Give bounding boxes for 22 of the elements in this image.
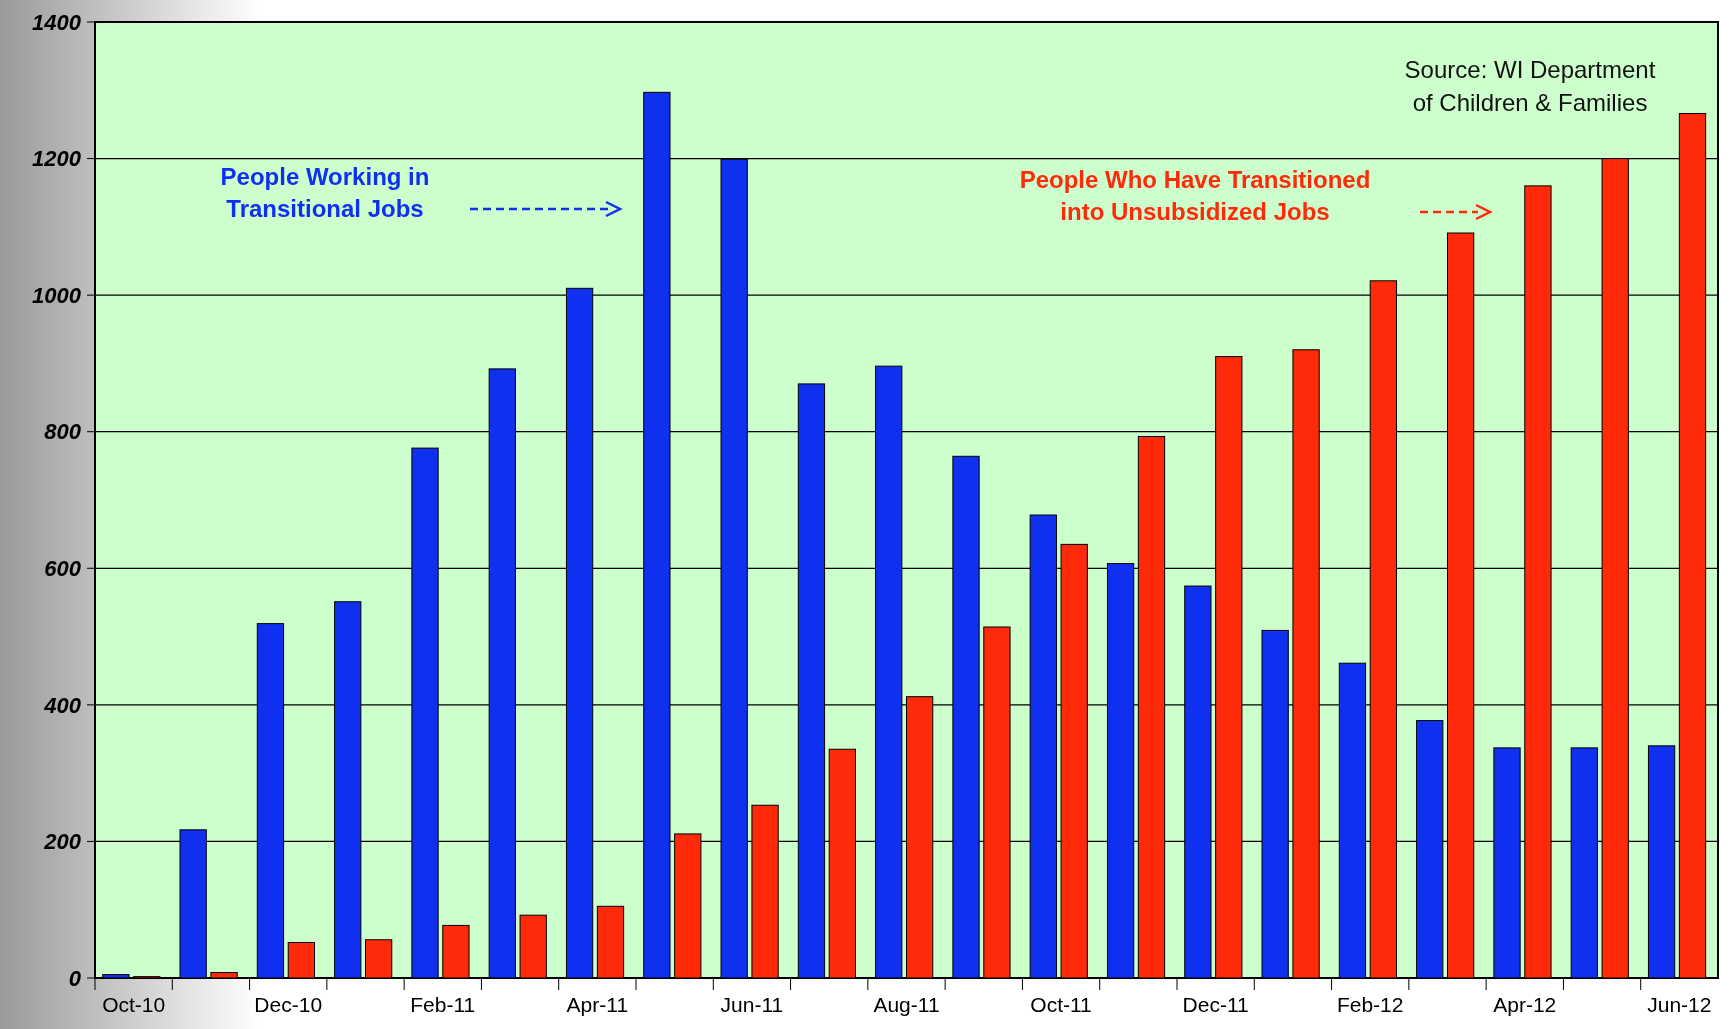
y-tick-label: 600	[44, 555, 82, 581]
x-tick-label: Oct-10	[102, 993, 166, 1016]
y-tick-label: 1400	[32, 9, 82, 35]
legend-label: People Who Have Transitioned into Unsubsidized Jobs	[1019, 166, 1371, 225]
x-tick-label: Apr-11	[566, 993, 629, 1016]
y-tick-label: 200	[43, 829, 82, 855]
y-tick-label: 0	[68, 965, 82, 991]
text: People Working in Transitional Jobs	[220, 163, 430, 222]
y-tick-label: 1000	[32, 282, 82, 308]
x-tick-label: Dec-11	[1182, 993, 1249, 1016]
x-tick-label: Apr-12	[1493, 993, 1557, 1016]
x-tick-label: Dec-10	[254, 993, 323, 1016]
x-tick-label: Feb-12	[1336, 993, 1404, 1016]
x-tick-label: Aug-11	[873, 993, 940, 1016]
x-tick-label: Jun-11	[720, 993, 784, 1016]
y-tick-label: 1200	[32, 146, 82, 172]
x-tick-label: Jun-12	[1647, 993, 1712, 1016]
x-tick-label: Oct-11	[1030, 993, 1092, 1016]
x-tick-label: Feb-11	[410, 993, 476, 1016]
y-tick-label: 800	[44, 419, 82, 445]
annotation: Source: WI Department of Children & Families	[1404, 56, 1656, 116]
y-tick-label: 400	[43, 692, 82, 718]
